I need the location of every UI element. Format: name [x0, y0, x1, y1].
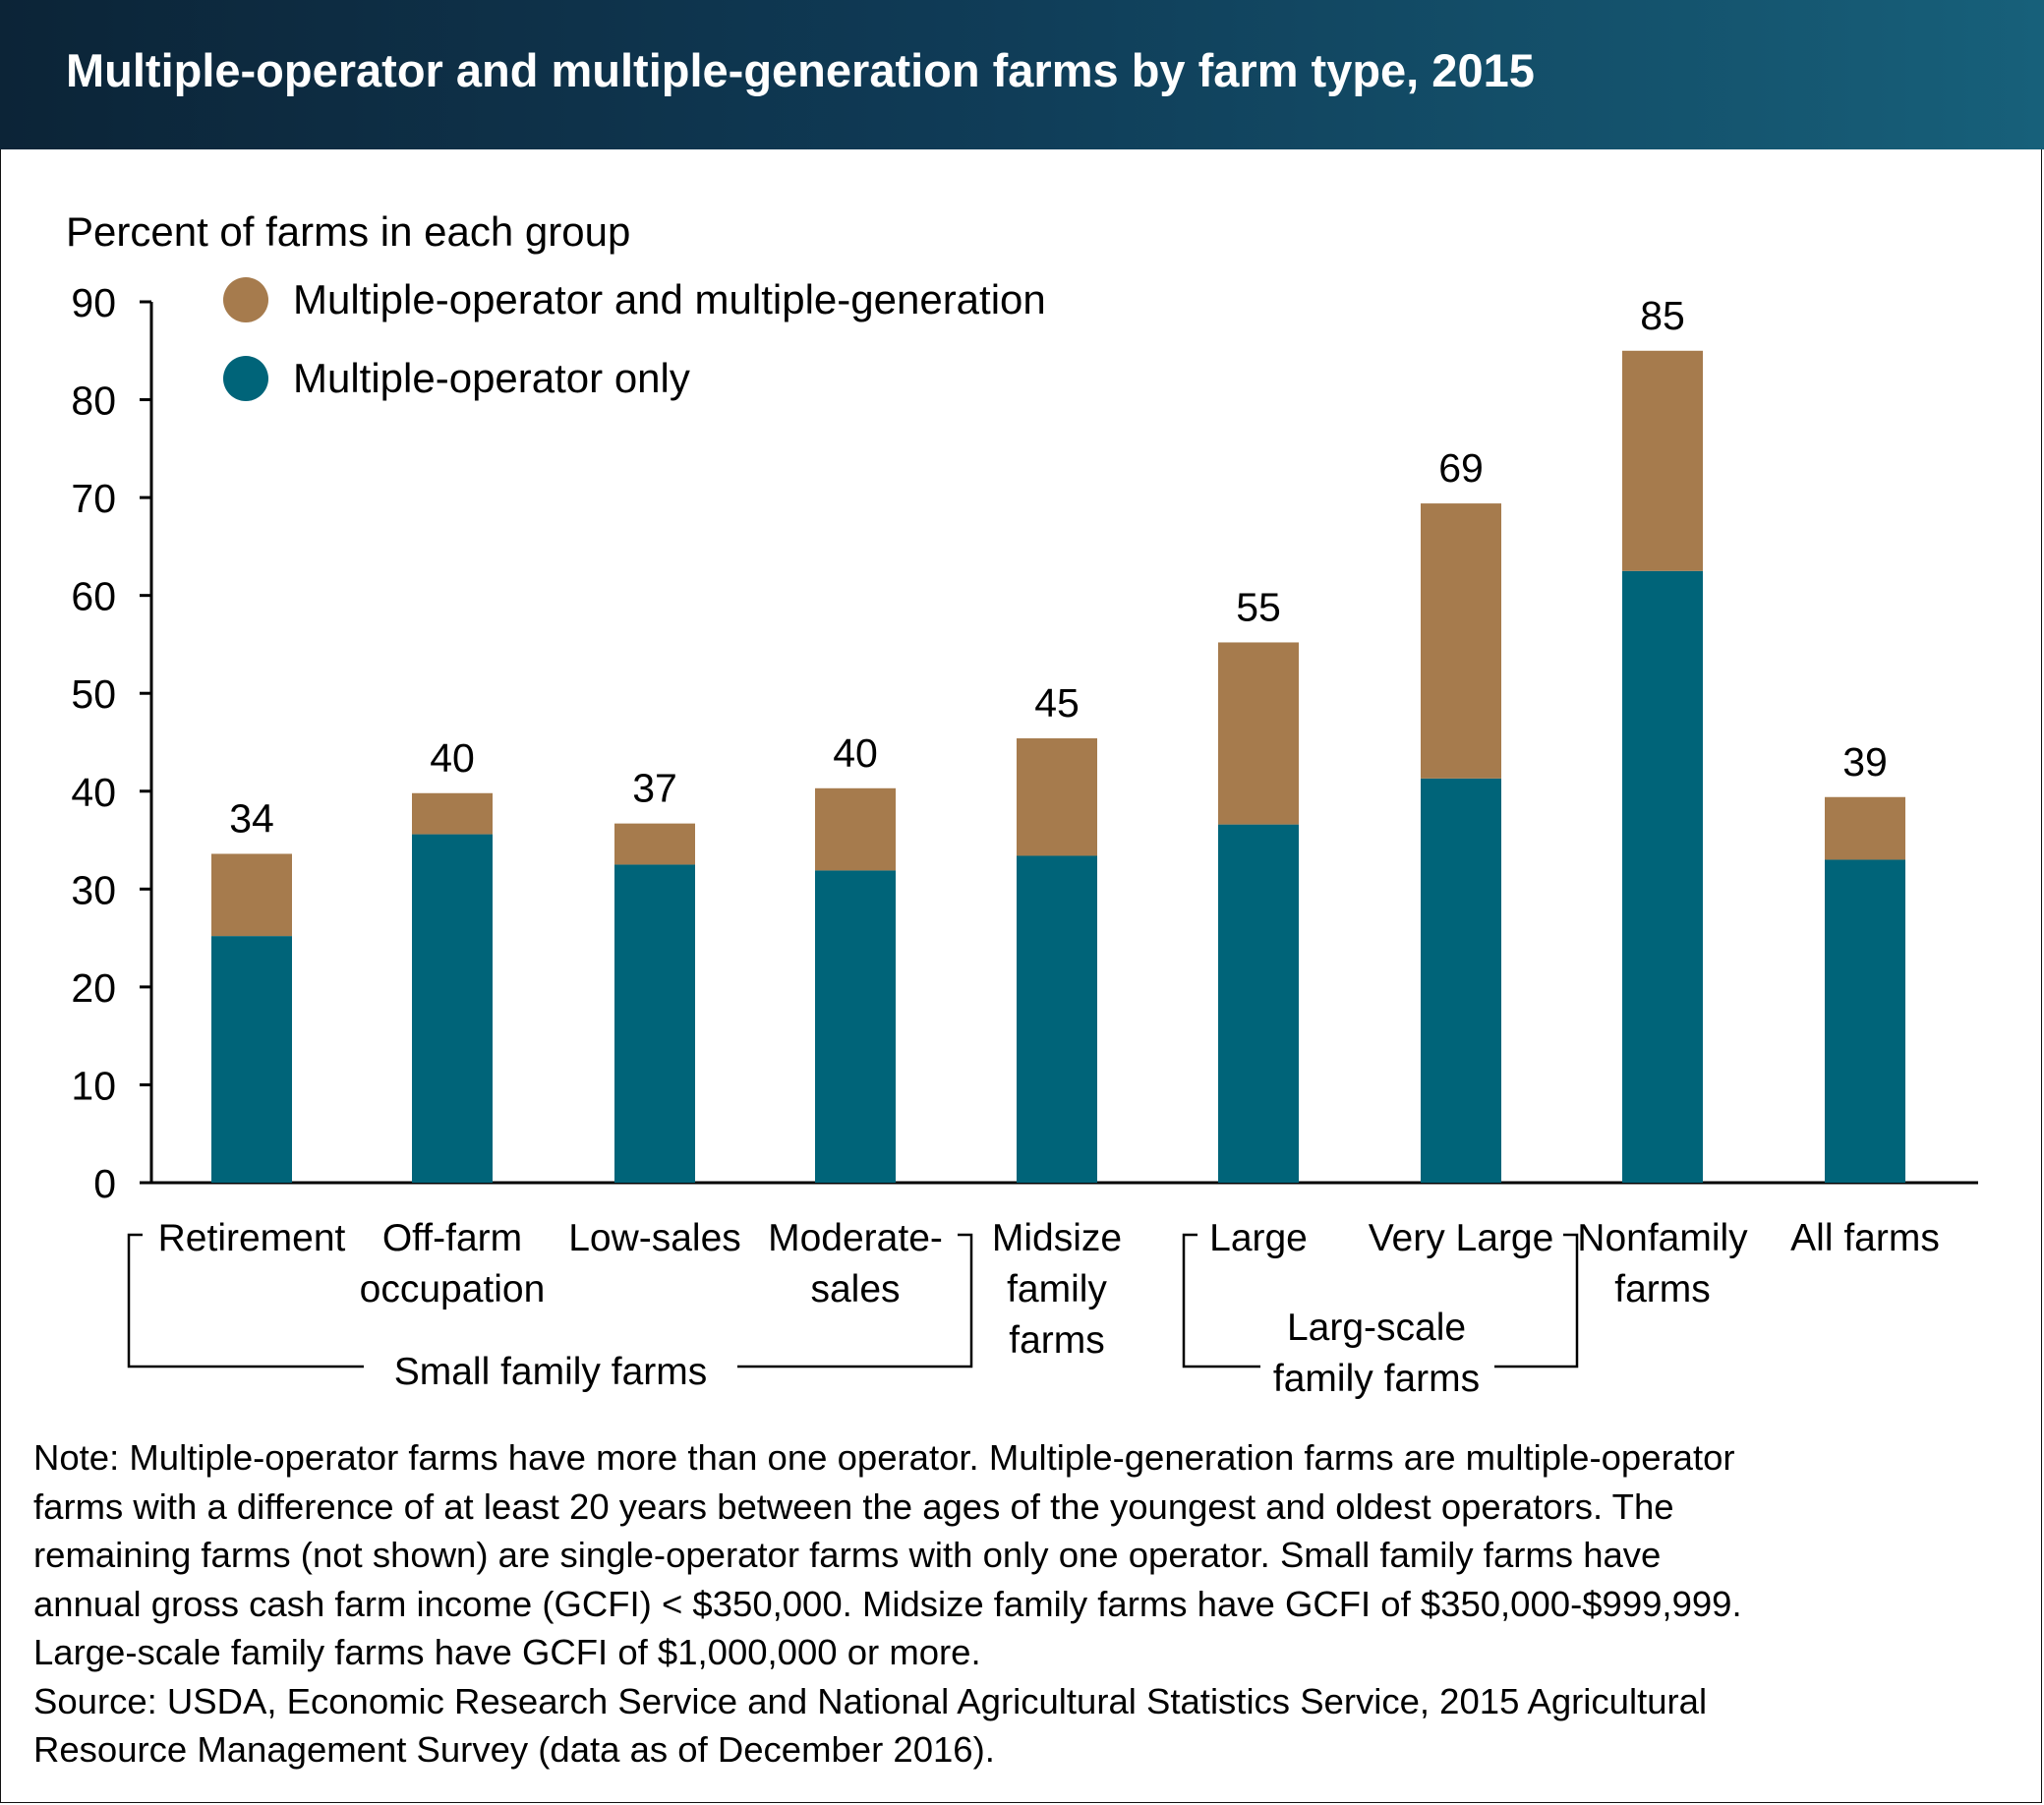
category-label: family [1007, 1268, 1107, 1310]
note-line: Large-scale family farms have GCFI of $1… [33, 1632, 981, 1672]
legend-label: Multiple-operator only [293, 355, 690, 401]
y-tick-label: 20 [71, 965, 116, 1011]
bar-total-label: 40 [430, 735, 475, 781]
category-label: occupation [360, 1268, 546, 1310]
source-line: Resource Management Survey (data as of D… [33, 1729, 995, 1770]
bar-multiple-generation [211, 853, 292, 937]
y-tick-label: 90 [71, 280, 116, 325]
bar-multiple-generation [815, 787, 896, 871]
group-label: family farms [1273, 1358, 1480, 1400]
bar-total-label: 85 [1640, 293, 1685, 338]
large-scale-bracket [1494, 1233, 1579, 1368]
bar-multiple-generation [614, 823, 695, 865]
bar-multiple-generation [1622, 350, 1703, 571]
bar-total-label: 40 [833, 730, 878, 776]
bar-total-label: 55 [1236, 584, 1281, 629]
legend-swatch [223, 356, 268, 401]
note-line: annual gross cash farm income (GCFI) < $… [33, 1583, 1742, 1624]
group-label: Small family farms [394, 1351, 708, 1393]
bar-multiple-operator-only [1825, 859, 1905, 1183]
bar-multiple-operator-only [412, 834, 493, 1183]
category-label: Moderate- [768, 1217, 943, 1259]
y-tick-label: 0 [93, 1161, 116, 1206]
small-family-bracket [127, 1233, 364, 1368]
y-axis-label: Percent of farms in each group [66, 208, 630, 255]
bar-multiple-generation [412, 792, 493, 835]
legend-label: Multiple-operator and multiple-generatio… [293, 276, 1046, 322]
bar-total-label: 39 [1842, 739, 1888, 785]
y-tick-label: 10 [71, 1063, 116, 1108]
category-label: Nonfamily [1577, 1217, 1748, 1259]
bar-multiple-operator-only [1017, 855, 1097, 1183]
stacked-bar-chart: Percent of farms in each group 0 10 20 30 40 5… [66, 208, 1978, 1400]
legend-swatch [223, 277, 268, 322]
group-label: Larg-scale [1287, 1307, 1466, 1349]
category-label: farms [1614, 1268, 1711, 1310]
bar-total-label: 69 [1438, 445, 1484, 491]
y-tick-label: 40 [71, 770, 116, 815]
category-label: All farms [1790, 1217, 1940, 1259]
note-line: Note: Multiple-operator farms have more … [33, 1437, 1735, 1478]
bar-total-label: 37 [632, 766, 677, 811]
notes: Note: Multiple-operator farms have more … [33, 1433, 2019, 1775]
bar-multiple-generation [1421, 503, 1501, 779]
source-line: Source: USDA, Economic Research Service … [33, 1680, 1708, 1721]
y-tick-label: 60 [71, 574, 116, 619]
bar-total-label: 34 [229, 795, 274, 841]
y-tick-label: 80 [71, 378, 116, 424]
bar-multiple-operator-only [1421, 778, 1501, 1183]
bar-multiple-operator-only [211, 936, 292, 1183]
category-label: sales [810, 1268, 900, 1310]
bar-multiple-operator-only [815, 870, 896, 1183]
bar-total-label: 45 [1034, 680, 1080, 726]
category-label: Very Large [1369, 1217, 1554, 1259]
category-label: farms [1009, 1319, 1105, 1362]
large-scale-bracket [1182, 1233, 1260, 1368]
small-family-bracket [737, 1233, 973, 1368]
category-label: Large [1209, 1217, 1308, 1259]
note-line: remaining farms (not shown) are single-o… [33, 1535, 1662, 1575]
title-bar: Multiple-operator and multiple-generatio… [0, 0, 2044, 149]
bar-multiple-generation [1218, 642, 1299, 825]
y-tick-label: 30 [71, 867, 116, 912]
y-tick-label: 70 [71, 476, 116, 521]
bar-multiple-operator-only [1622, 570, 1703, 1183]
category-label: Low-sales [568, 1217, 741, 1259]
bar-multiple-generation [1825, 796, 1905, 860]
bar-multiple-operator-only [1218, 824, 1299, 1183]
note-line: farms with a difference of at least 20 y… [33, 1485, 1674, 1527]
bar-multiple-operator-only [614, 864, 695, 1183]
bar-multiple-generation [1017, 738, 1097, 856]
category-label: Off-farm [382, 1217, 522, 1259]
category-label: Retirement [158, 1217, 346, 1259]
y-tick-label: 50 [71, 671, 116, 717]
category-label: Midsize [992, 1217, 1122, 1259]
chart-title: Multiple-operator and multiple-generatio… [66, 44, 1535, 96]
